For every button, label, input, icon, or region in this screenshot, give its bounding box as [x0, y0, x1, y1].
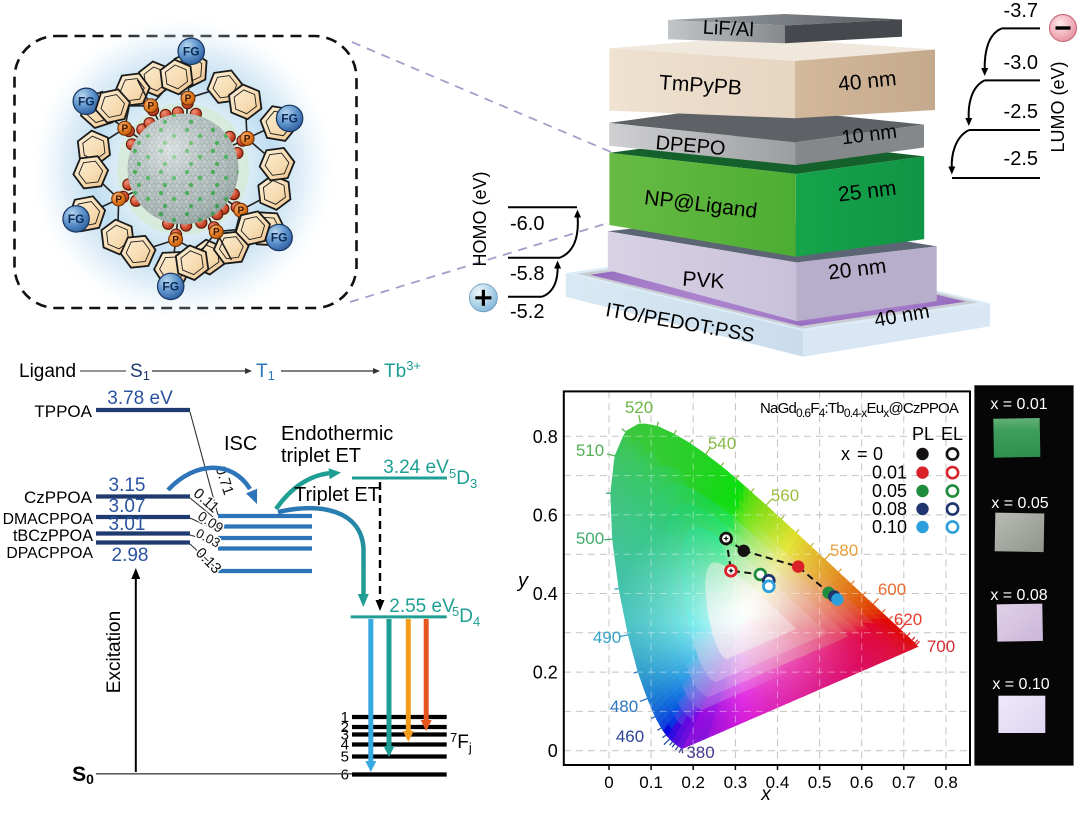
svg-text:2.98: 2.98: [112, 545, 149, 566]
svg-text:2.55 eV: 2.55 eV: [389, 596, 455, 617]
svg-text:Ligand: Ligand: [19, 361, 76, 382]
svg-text:0.7: 0.7: [892, 773, 916, 792]
svg-text:EL: EL: [941, 424, 963, 444]
svg-text:-3.7: -3.7: [1004, 0, 1038, 22]
svg-text:DPACPPOA: DPACPPOA: [6, 545, 93, 562]
svg-text:-3.0: -3.0: [1004, 52, 1038, 74]
svg-text:LUMO (eV): LUMO (eV): [1048, 61, 1068, 152]
svg-text:x = 0.05: x = 0.05: [991, 495, 1048, 512]
svg-text:0.2: 0.2: [533, 663, 558, 683]
svg-text:triplet ET: triplet ET: [281, 445, 361, 467]
svg-text:0.08: 0.08: [872, 499, 907, 519]
svg-text:3.24 eV: 3.24 eV: [383, 457, 449, 478]
svg-text:510: 510: [576, 441, 604, 460]
svg-text:FG: FG: [68, 212, 85, 226]
svg-text:PL: PL: [912, 424, 934, 444]
svg-text:0: 0: [873, 444, 883, 464]
svg-text:y: y: [516, 570, 529, 592]
svg-text:HOMO (eV): HOMO (eV): [470, 171, 490, 266]
svg-text:x = 0.01: x = 0.01: [990, 396, 1047, 413]
svg-text:P: P: [115, 194, 122, 205]
svg-text:580: 580: [830, 541, 858, 560]
svg-text:x = 0.10: x = 0.10: [992, 676, 1049, 693]
svg-text:380: 380: [686, 743, 714, 762]
svg-text:0: 0: [548, 741, 558, 761]
svg-text:TPPOA: TPPOA: [34, 402, 92, 421]
svg-text:P: P: [172, 235, 179, 246]
svg-text:6: 6: [341, 767, 349, 784]
svg-text:0.6: 0.6: [533, 505, 558, 525]
svg-text:3.15: 3.15: [109, 475, 146, 496]
svg-text:ISC: ISC: [224, 433, 257, 455]
svg-text:FG: FG: [78, 95, 95, 109]
svg-text:Excitation: Excitation: [104, 611, 125, 693]
svg-text:0.10: 0.10: [872, 517, 907, 537]
svg-text:500: 500: [576, 529, 604, 548]
svg-text:520: 520: [625, 398, 653, 417]
svg-text:FG: FG: [162, 280, 179, 294]
svg-text:x = 0.08: x = 0.08: [990, 587, 1047, 604]
svg-text:560: 560: [771, 486, 799, 505]
svg-text:-2.5: -2.5: [1004, 148, 1038, 170]
svg-text:CzPPOA: CzPPOA: [24, 488, 93, 507]
svg-text:600: 600: [878, 580, 906, 599]
svg-text:540: 540: [708, 434, 736, 453]
svg-text:3.78 eV: 3.78 eV: [107, 388, 173, 409]
svg-text:-5.2: -5.2: [510, 301, 544, 323]
svg-text:-6.0: -6.0: [510, 213, 544, 235]
svg-text:FG: FG: [271, 231, 288, 245]
svg-text:460: 460: [616, 727, 644, 746]
svg-text:Triplet ET: Triplet ET: [294, 484, 380, 506]
svg-text:0.2: 0.2: [681, 773, 705, 792]
svg-text:P: P: [121, 124, 128, 135]
svg-text:P: P: [185, 94, 192, 105]
svg-text:tBCzPPOA: tBCzPPOA: [13, 527, 93, 545]
svg-text:0.8: 0.8: [934, 773, 958, 792]
svg-text:700: 700: [927, 637, 955, 656]
svg-text:P: P: [213, 227, 220, 238]
svg-text:PVK: PVK: [682, 268, 726, 294]
svg-text:0.6: 0.6: [850, 773, 874, 792]
svg-text:490: 490: [593, 628, 621, 647]
svg-text:620: 620: [894, 610, 922, 629]
svg-text:0.1: 0.1: [639, 773, 663, 792]
svg-text:P: P: [244, 134, 251, 145]
svg-text:FG: FG: [281, 112, 298, 126]
svg-text:Endothermic: Endothermic: [281, 423, 393, 445]
svg-text:0.4: 0.4: [533, 584, 558, 604]
svg-text:P: P: [147, 101, 154, 112]
svg-text:0.05: 0.05: [872, 481, 907, 501]
svg-text:0.5: 0.5: [808, 773, 832, 792]
svg-text:0.3: 0.3: [724, 773, 748, 792]
svg-text:-2.5: -2.5: [1004, 101, 1038, 123]
svg-text:3.01: 3.01: [109, 514, 146, 535]
svg-text:LiF/Al: LiF/Al: [702, 17, 754, 42]
svg-text:-5.8: -5.8: [510, 263, 544, 285]
svg-text:FG: FG: [183, 45, 200, 59]
svg-text:5: 5: [341, 749, 349, 766]
svg-text:480: 480: [610, 697, 638, 716]
svg-text:0: 0: [604, 773, 613, 792]
svg-text:x: x: [760, 784, 772, 805]
svg-text:x: x: [841, 444, 850, 464]
svg-text:0.8: 0.8: [533, 427, 558, 447]
svg-text:0.01: 0.01: [872, 463, 907, 483]
svg-text:DMACPPOA: DMACPPOA: [3, 511, 94, 528]
svg-text:=: =: [857, 444, 868, 464]
